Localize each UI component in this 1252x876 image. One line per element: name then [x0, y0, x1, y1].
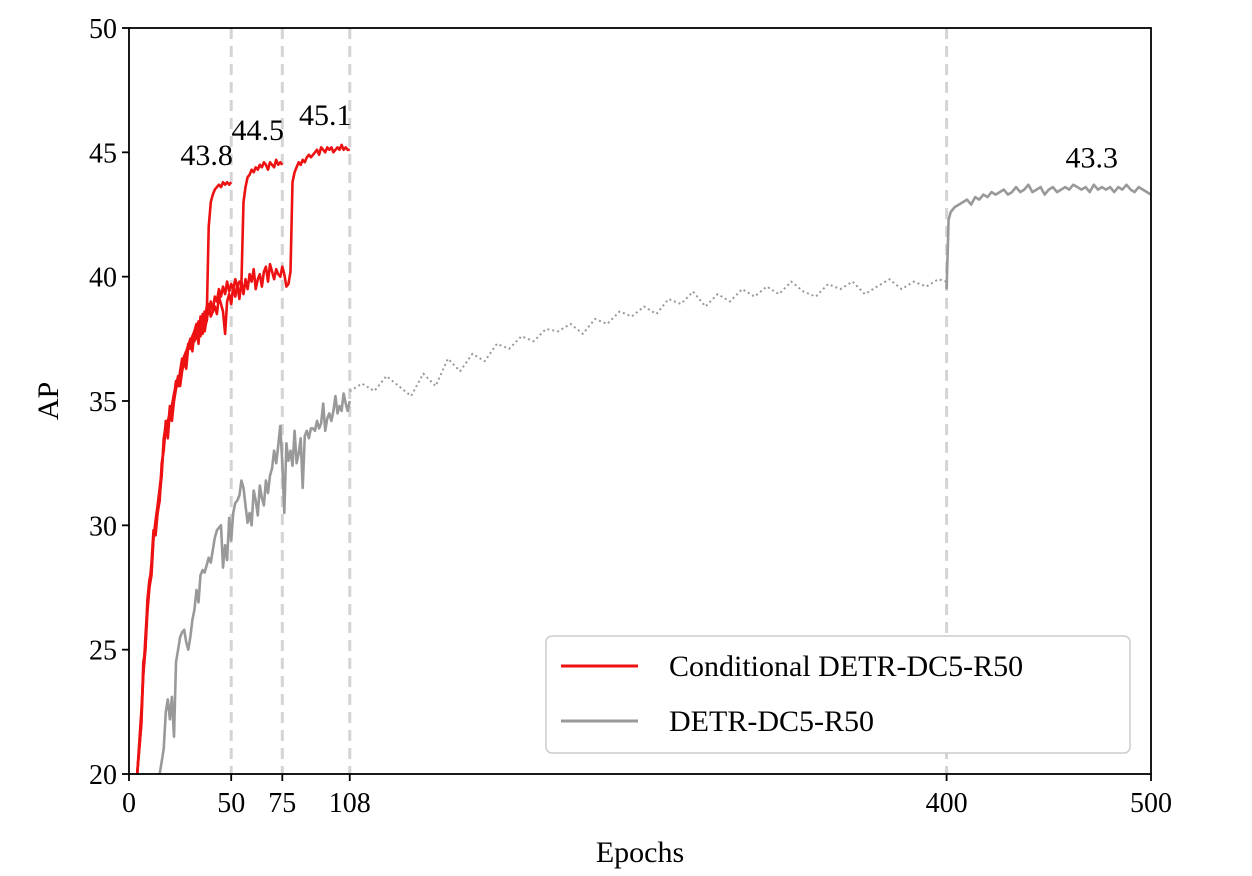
y-tick-label: 35 [89, 387, 117, 418]
legend-label: Conditional DETR-DC5-R50 [669, 650, 1023, 683]
series-line-0 [135, 180, 233, 774]
y-axis-title: AP [32, 382, 65, 420]
annotation-label: 43.3 [1065, 141, 1118, 174]
y-tick-label: 30 [89, 511, 117, 542]
y-tick-label: 45 [89, 138, 117, 169]
annotation-label: 44.5 [232, 114, 285, 147]
x-tick-label: 400 [926, 788, 968, 819]
series-line-3 [158, 392, 352, 774]
y-tick-label: 25 [89, 636, 117, 667]
x-tick-label: 50 [217, 788, 245, 819]
axes: 0 50 75 108 400 500 20 25 30 35 40 45 50 Epochs AP [32, 14, 1172, 869]
annotations: 43.844.5 45.1 43.3 [180, 99, 1118, 174]
series-line-4 [349, 278, 947, 397]
y-tick-label: 40 [89, 263, 117, 294]
legend: Conditional DETR-DC5-R50 DETR-DC5-R50 [545, 635, 1131, 754]
y-tick-label: 50 [89, 14, 117, 45]
x-tick-label: 75 [268, 788, 296, 819]
series-line-5 [945, 183, 1151, 290]
annotation-label: 43.8 [180, 139, 233, 172]
x-tick-label: 0 [122, 788, 136, 819]
series-lines [135, 143, 1151, 774]
annotation-label: 45.1 [299, 99, 352, 132]
series-line-1 [135, 158, 284, 774]
legend-label: DETR-DC5-R50 [669, 705, 874, 738]
legend-box [545, 635, 1131, 754]
x-tick-label: 500 [1130, 788, 1172, 819]
series-line-2 [135, 143, 350, 774]
x-axis-title: Epochs [596, 836, 684, 869]
y-tick-label: 20 [89, 760, 117, 791]
x-tick-label: 108 [329, 788, 371, 819]
